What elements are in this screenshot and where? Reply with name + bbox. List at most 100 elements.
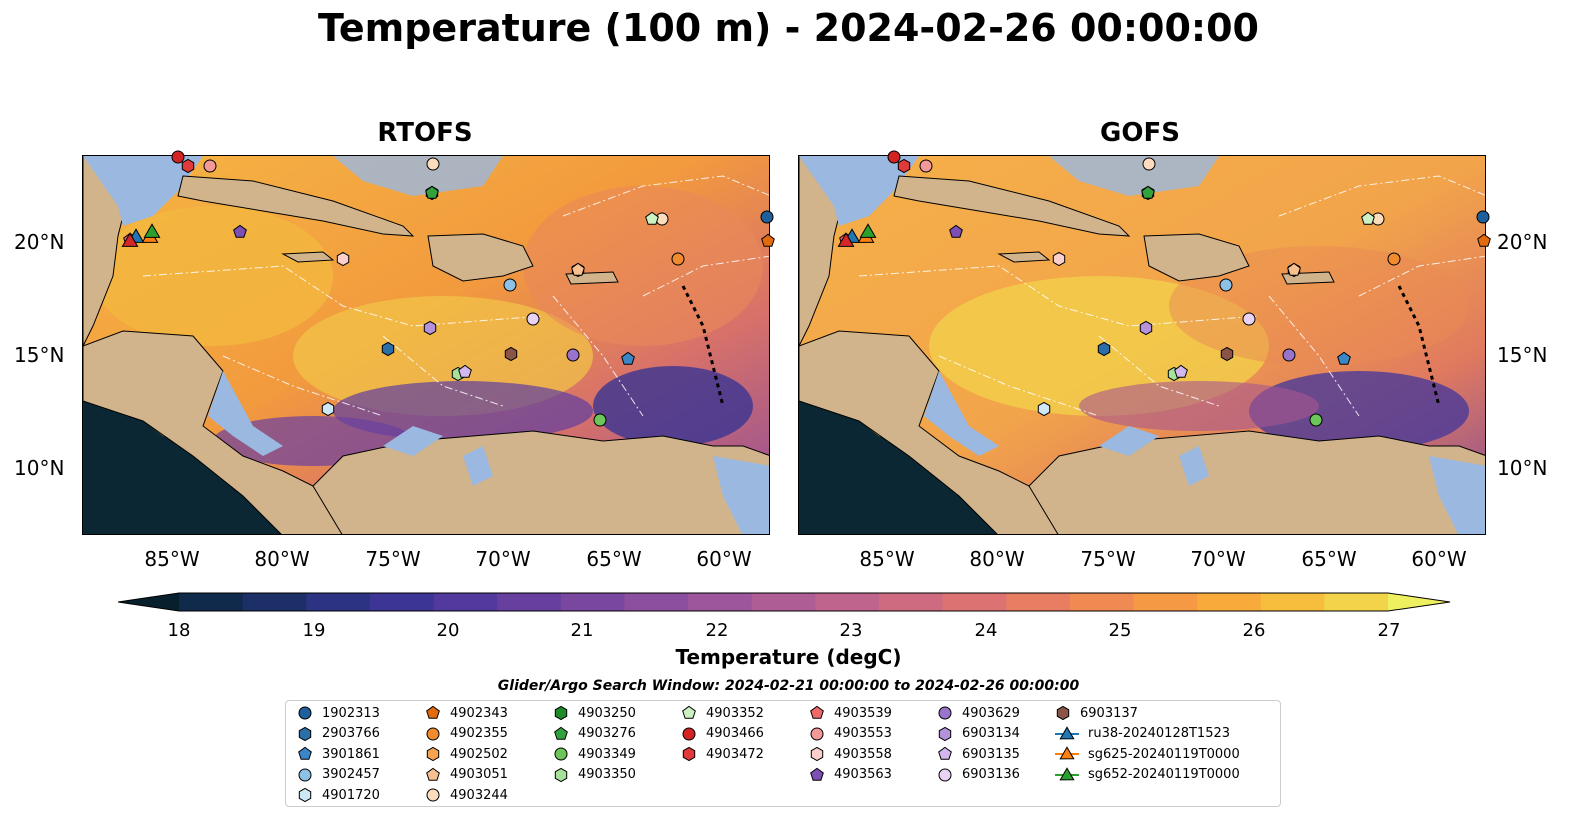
legend-marker-icon — [682, 746, 696, 762]
legend-marker-icon — [682, 727, 696, 740]
colorbar-segment — [1197, 593, 1262, 611]
colorbar — [117, 590, 1452, 618]
legend-label: 4902343 — [450, 705, 508, 721]
float-marker — [426, 157, 440, 171]
legend-label: sg625-20240119T0000 — [1088, 746, 1240, 762]
legend: 1902313 2903766 3901861 3902457 4901720 49023… — [285, 700, 1281, 807]
float-marker — [887, 150, 901, 164]
legend-marker-icon — [298, 726, 312, 741]
colorbar-segment — [369, 593, 435, 611]
legend-marker-icon — [554, 747, 568, 761]
colorbar-segment — [815, 593, 880, 611]
legend-marker-icon — [810, 727, 824, 740]
float-marker — [1141, 185, 1155, 199]
legend-marker-icon — [938, 768, 952, 781]
float-marker — [621, 351, 635, 365]
legend-label: 1902313 — [322, 705, 380, 721]
legend-entry: 4903629 — [936, 705, 1020, 721]
lat-tick: 15°N — [1497, 343, 1548, 367]
float-marker — [566, 348, 580, 362]
legend-entry: 4903352 — [680, 705, 764, 721]
float-marker — [1361, 211, 1375, 225]
colorbar-segment — [878, 593, 944, 611]
lon-tick: 60°W — [1411, 547, 1467, 571]
legend-entry: 6903135 — [936, 746, 1020, 762]
lat-tick: 10°N — [1497, 456, 1548, 480]
float-marker — [1220, 346, 1234, 362]
float-marker — [949, 224, 963, 238]
colorbar-tick: 24 — [974, 620, 998, 641]
legend-entry: 4903276 — [552, 726, 636, 742]
legend-marker-icon — [1055, 766, 1079, 780]
legend-label: 4903276 — [578, 726, 636, 741]
lon-tick: 75°W — [1080, 547, 1136, 571]
legend-label: 4901720 — [322, 787, 380, 803]
float-marker — [1242, 312, 1256, 326]
float-marker — [1477, 233, 1491, 247]
legend-marker-icon — [938, 726, 952, 741]
glider-marker — [837, 232, 855, 247]
colorbar-tick: 19 — [302, 620, 326, 641]
float-marker — [1387, 252, 1401, 266]
float-marker — [593, 413, 607, 427]
lon-tick: 80°W — [969, 547, 1025, 571]
legend-entry: 4903472 — [680, 746, 764, 762]
legend-label: 4903466 — [706, 726, 764, 741]
legend-entry: sg625-20240119T0000 — [1054, 746, 1240, 762]
lat-tick: 10°N — [14, 456, 65, 480]
legend-entry: 4902502 — [424, 746, 508, 762]
figure-title: Temperature (100 m) - 2024-02-26 00:00:0… — [317, 6, 1259, 50]
legend-marker-icon — [426, 767, 440, 781]
legend-entry: 4901720 — [296, 787, 380, 803]
float-marker — [1139, 320, 1153, 336]
legend-label: 4903553 — [834, 726, 892, 741]
legend-label: 4903051 — [450, 767, 508, 782]
float-marker — [321, 401, 335, 417]
colorbar-tick: 20 — [436, 620, 460, 641]
legend-marker-icon — [298, 746, 312, 760]
float-marker — [761, 233, 775, 247]
legend-label: 4903472 — [706, 746, 764, 762]
legend-label: 6903136 — [962, 767, 1020, 782]
legend-entry: ru38-20240128T1523 — [1054, 725, 1230, 742]
float-marker — [1337, 351, 1351, 365]
legend-entry: 6903137 — [1054, 705, 1138, 721]
search-window-text: Glider/Argo Search Window: 2024-02-21 00… — [497, 678, 1080, 694]
colorbar-segment — [242, 593, 307, 611]
legend-label: 4903349 — [578, 746, 636, 762]
glider-marker — [143, 223, 161, 238]
legend-label: 2903766 — [322, 726, 380, 741]
float-marker — [760, 210, 774, 224]
legend-entry: 6903134 — [936, 726, 1020, 742]
colorbar-tick: 22 — [705, 620, 729, 641]
legend-entry: 2903766 — [296, 726, 380, 742]
legend-marker-icon — [682, 705, 696, 719]
colorbar-tick: 23 — [839, 620, 863, 641]
legend-entry: 4903563 — [808, 767, 892, 783]
legend-marker-icon — [426, 746, 440, 762]
float-marker — [1142, 157, 1156, 171]
float-marker — [336, 251, 350, 267]
lat-tick: 20°N — [14, 230, 65, 254]
legend-entry: 4902355 — [424, 726, 508, 742]
float-marker — [503, 278, 517, 292]
legend-label: 6903135 — [962, 746, 1020, 762]
legend-marker-icon — [298, 787, 312, 803]
lon-tick: 60°W — [696, 547, 752, 571]
legend-entry: 4903539 — [808, 705, 892, 721]
float-marker — [458, 364, 472, 378]
colorbar-segment — [497, 593, 562, 611]
legend-marker-icon — [1055, 725, 1079, 739]
legend-marker-icon — [1055, 746, 1079, 760]
lat-tick: 15°N — [14, 343, 65, 367]
colorbar-tick: 26 — [1242, 620, 1266, 641]
float-marker — [203, 159, 217, 173]
legend-label: 4903250 — [578, 705, 636, 721]
legend-marker-icon — [938, 746, 952, 760]
colorbar-segment — [624, 593, 689, 611]
float-marker — [1287, 262, 1301, 276]
legend-marker-icon — [554, 767, 568, 782]
float-marker — [1476, 210, 1490, 224]
float-marker — [526, 312, 540, 326]
float-marker — [1097, 341, 1111, 357]
